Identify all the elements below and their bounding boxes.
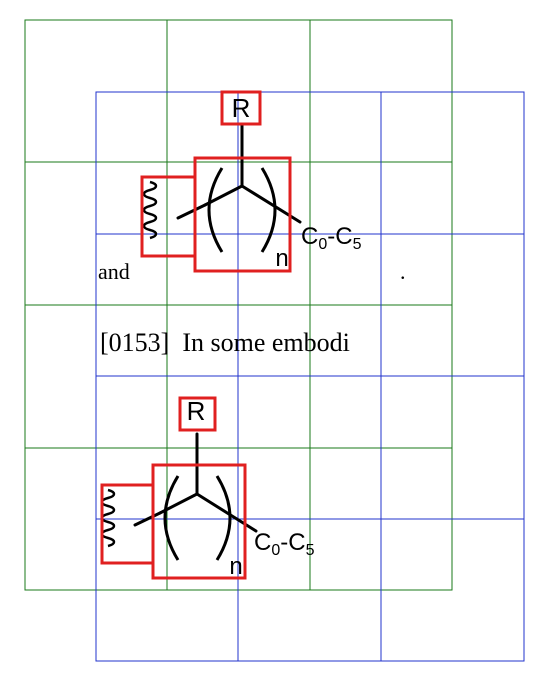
highlight-attachment-bottom	[100, 483, 155, 565]
bond	[203, 184, 244, 207]
r-group-label: R	[187, 396, 206, 426]
carbon-symbol: C	[288, 529, 305, 556]
subscript-max: 5	[306, 542, 315, 559]
repeat-count-label: n	[275, 245, 288, 272]
right-parenthesis	[260, 167, 277, 253]
carbon-symbol: C	[254, 529, 271, 556]
and-word: and	[98, 259, 130, 284]
carbon-symbol: C	[301, 223, 318, 250]
carbon-symbol: C	[335, 223, 352, 250]
dash: -	[327, 223, 335, 250]
period: .	[400, 259, 406, 284]
subscript-min: 0	[271, 542, 280, 559]
r-group-label: R	[232, 93, 251, 123]
highlight-r-group-bottom	[178, 396, 217, 432]
paragraph-fragment: [0153] In some embodi	[100, 328, 350, 357]
right-parenthesis	[215, 475, 232, 561]
bond	[176, 203, 207, 220]
bottom-structure: R n C0-C5	[100, 396, 315, 580]
dash: -	[280, 529, 288, 556]
repeat-count-label: n	[229, 553, 242, 580]
inner-grid	[95, 91, 525, 662]
highlight-r-group-top	[220, 90, 262, 126]
left-parenthesis	[163, 475, 180, 561]
bond	[133, 511, 162, 527]
highlight-boxes	[100, 90, 292, 580]
attachment-wavy-bond	[142, 180, 158, 240]
left-parenthesis	[207, 167, 224, 253]
subscript-max: 5	[353, 236, 362, 253]
attachment-wavy-bond	[100, 488, 116, 548]
chain-length-label: C0-C5	[254, 529, 315, 559]
subscript-min: 0	[318, 236, 327, 253]
highlight-attachment-top	[140, 175, 197, 258]
chain-length-label: C0-C5	[301, 223, 362, 253]
top-structure: R n C0-C5	[142, 93, 362, 272]
